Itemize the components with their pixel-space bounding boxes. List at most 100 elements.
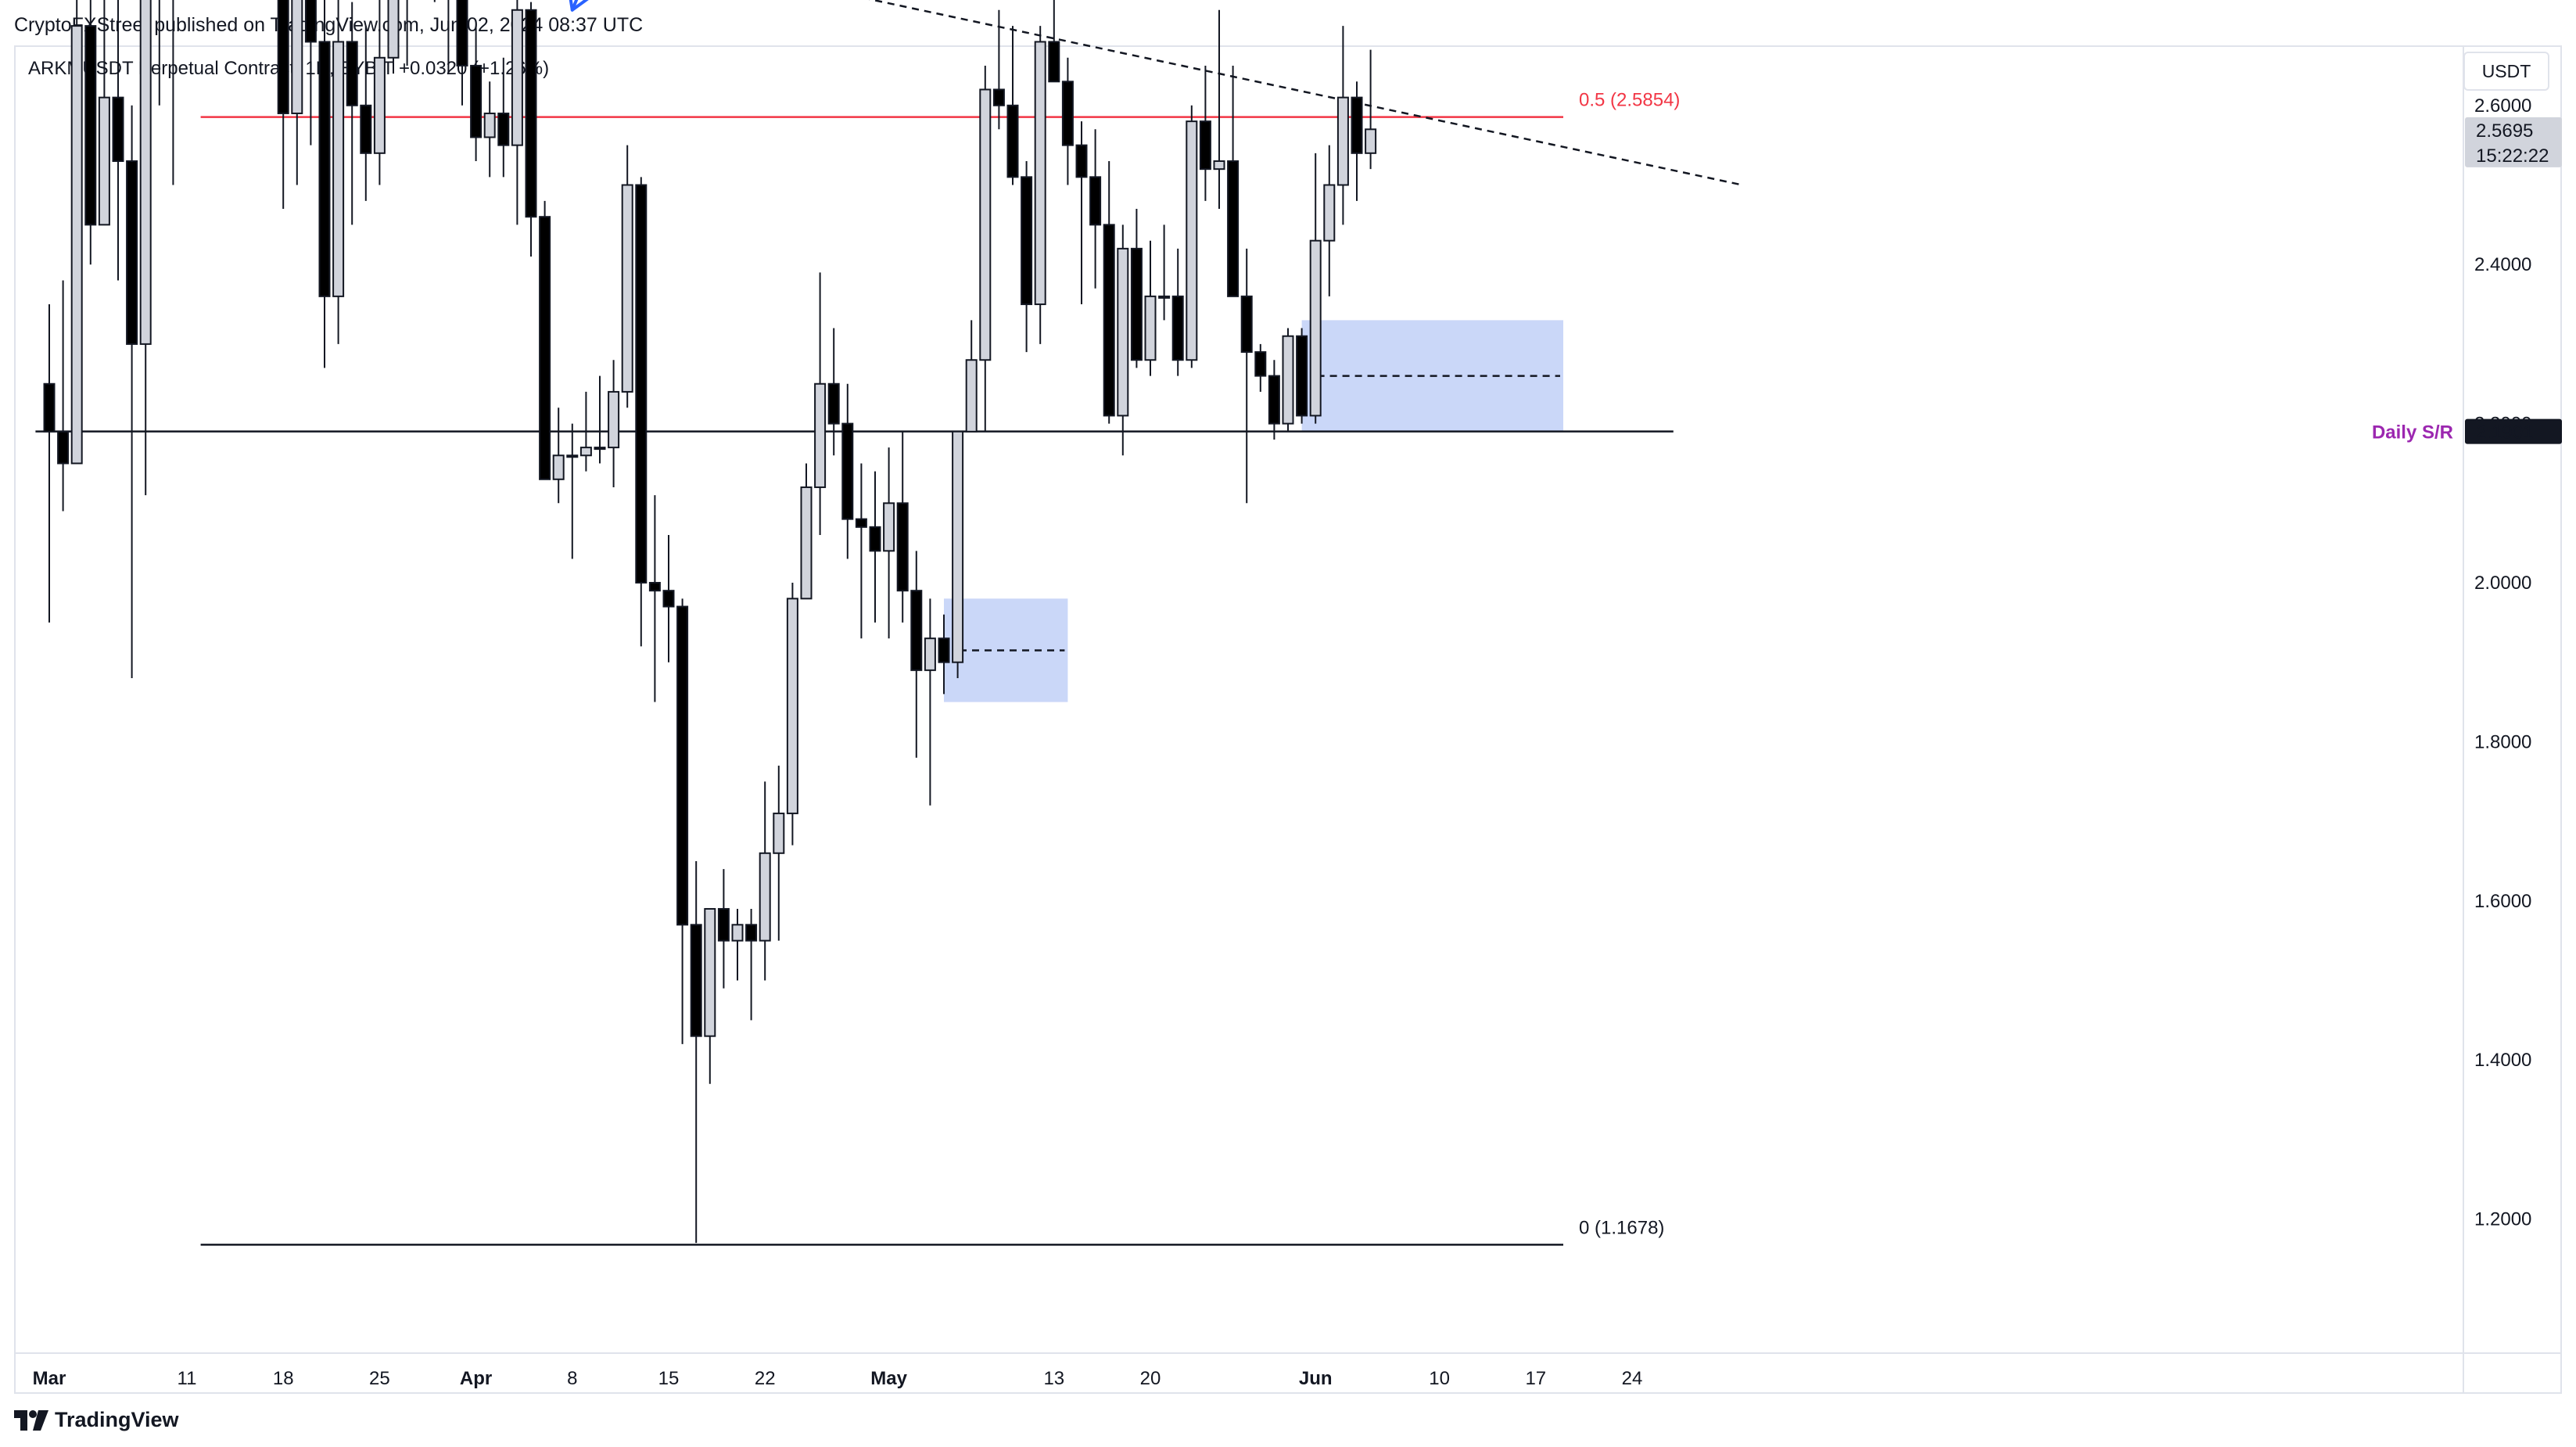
candle-body — [456, 0, 468, 66]
candle-body — [992, 88, 1005, 106]
candle-body — [1227, 160, 1240, 297]
candle-body — [1103, 224, 1115, 417]
candle-body — [126, 160, 138, 345]
candle-body — [662, 590, 675, 608]
candle-body — [387, 0, 400, 59]
candle-body — [841, 422, 854, 520]
candle-body — [1336, 96, 1349, 186]
arrows-layer — [569, 0, 589, 12]
candle-body — [1144, 295, 1157, 361]
x-tick-label: 15 — [658, 1368, 680, 1389]
candle-body — [731, 924, 744, 942]
candle-body — [979, 88, 992, 361]
x-tick-label: 8 — [567, 1368, 577, 1389]
candle-body — [43, 382, 56, 433]
current-price-text: 2.5695 — [2476, 120, 2533, 142]
candle-body — [346, 41, 358, 106]
candle-body — [827, 382, 840, 425]
currency-label: USDT — [2481, 60, 2531, 81]
daily-sr-price-box — [2465, 418, 2562, 444]
candle-body — [1171, 295, 1184, 361]
candle-body — [304, 0, 317, 43]
candles-layer — [43, 0, 1377, 1244]
daily-sr-price-text: 2.1901 — [2476, 422, 2533, 443]
candle-body — [1254, 351, 1267, 377]
candle-body — [676, 605, 689, 926]
candle-body — [814, 382, 827, 488]
candle-body — [84, 25, 97, 226]
candle-body — [1213, 160, 1225, 171]
publish-line: CryptoFXStreet published on TradingView.… — [14, 14, 644, 36]
candle-body — [621, 184, 633, 393]
candle-body — [1158, 295, 1171, 299]
candle-body — [608, 390, 620, 449]
candle-body — [1296, 335, 1308, 417]
candle-body — [965, 359, 978, 433]
candle-body — [579, 447, 592, 457]
y-tick-label: 1.4000 — [2474, 1050, 2531, 1071]
candle-body — [1351, 96, 1363, 154]
candle-body — [759, 852, 771, 942]
candle-body — [896, 502, 909, 592]
candle-body — [539, 216, 551, 480]
candle-body — [139, 0, 152, 345]
candle-body — [483, 112, 496, 138]
descending-trendline — [868, 0, 1743, 186]
candle-body — [704, 907, 716, 1037]
candle-body — [773, 812, 785, 854]
candle-body — [594, 447, 606, 451]
candle-body — [1309, 239, 1322, 417]
candle-body — [497, 112, 510, 146]
x-tick-label: 25 — [369, 1368, 390, 1389]
zones-layer — [944, 320, 1563, 702]
x-tick-label: 18 — [273, 1368, 294, 1389]
candle-body — [635, 184, 648, 583]
candle-body — [57, 430, 70, 465]
candle-body — [1034, 41, 1046, 306]
candle-body — [1130, 247, 1143, 361]
candle-body — [648, 582, 661, 592]
candle-body — [952, 430, 964, 663]
candle-body — [1199, 120, 1211, 171]
x-tick-label: 20 — [1140, 1368, 1161, 1389]
x-tick-label: 24 — [1622, 1368, 1643, 1389]
candle-body — [1021, 176, 1033, 306]
levels-layer: 1 (4.0030)0.5 (2.5854)0 (1.1678)Daily S/… — [35, 0, 2453, 1246]
candle-body — [470, 64, 483, 138]
candle-body — [1006, 104, 1019, 178]
x-tick-label: Jun — [1299, 1368, 1333, 1389]
candle-body — [318, 41, 331, 297]
candle-body — [1089, 176, 1102, 226]
candle-body — [924, 637, 936, 671]
y-tick-label: 2.0000 — [2474, 573, 2531, 594]
candle-body — [332, 41, 345, 297]
candle-body — [1323, 184, 1336, 242]
candle-body — [855, 518, 867, 528]
candle-body — [511, 9, 523, 146]
candle-body — [883, 502, 895, 552]
x-tick-label: May — [870, 1368, 907, 1389]
x-tick-label: 10 — [1429, 1368, 1450, 1389]
candle-body — [910, 590, 923, 671]
candle-body — [745, 924, 758, 942]
candle-body — [566, 454, 579, 458]
candle-body — [112, 96, 124, 162]
candle-body — [1061, 81, 1074, 146]
countdown-text: 15:22:22 — [2476, 145, 2549, 167]
daily-sr-label: Daily S/R — [2372, 422, 2453, 443]
candle-body — [1117, 247, 1129, 417]
candle-body — [70, 25, 83, 465]
candle-body — [525, 9, 537, 218]
candle-body — [1186, 120, 1198, 361]
tradingview-logo[interactable]: TradingView — [14, 1408, 179, 1432]
x-tick-label: 13 — [1043, 1368, 1064, 1389]
candle-body — [717, 907, 730, 942]
candle-body — [1282, 335, 1294, 425]
x-tick-label: Apr — [460, 1368, 492, 1389]
tradingview-logo-icon — [14, 1409, 48, 1431]
y-tick-label: 2.4000 — [2474, 254, 2531, 275]
candle-body — [938, 637, 950, 663]
fib-0-5-label: 0.5 (2.5854) — [1579, 90, 1680, 111]
candle-body — [1365, 128, 1377, 154]
